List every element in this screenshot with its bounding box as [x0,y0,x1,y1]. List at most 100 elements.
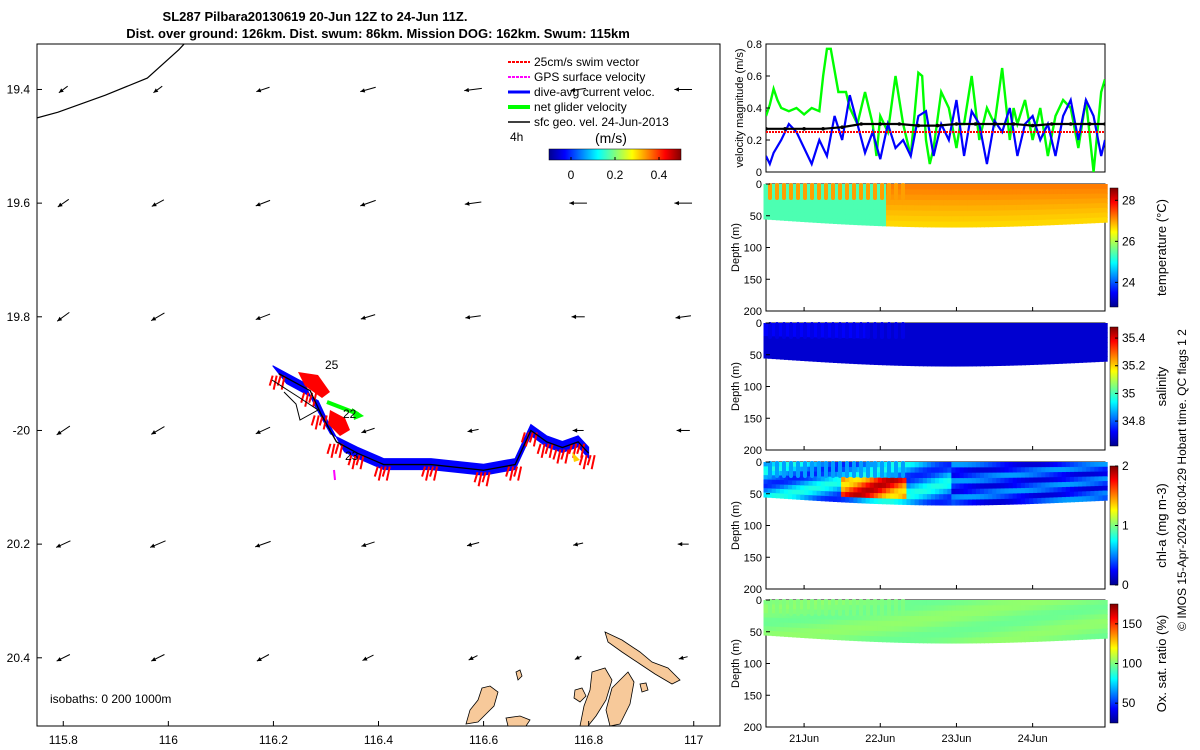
section-cell [898,631,904,638]
section-cell [984,499,990,506]
section-cell [1065,614,1071,621]
section-cell [1049,184,1055,190]
section-cell [1012,488,1018,495]
section-cell [812,337,818,343]
section-cell [910,472,916,479]
island-1 [579,667,613,726]
section-cell [922,600,928,606]
section-cell [1086,198,1092,205]
section-cell [1037,199,1043,206]
section-cell [1082,614,1088,621]
section-cell [1102,193,1108,199]
geo-vector-head [465,315,471,320]
section-cell [812,198,818,204]
section-cell [1000,221,1006,227]
section-cell [788,480,794,486]
section-cell [796,211,802,218]
section-cell [820,495,826,502]
section-cell [788,202,794,208]
section-cell [849,477,855,483]
island-7 [639,682,649,693]
section-cell [1065,486,1071,493]
section-cell [845,338,851,344]
section-cell [779,627,786,633]
section-cell [1053,605,1059,611]
section-cell [841,629,847,636]
section-cell [1004,605,1010,612]
swim-vector [351,454,357,470]
section-cell [1094,495,1100,502]
section-cell [812,466,818,473]
section-cell [1000,194,1006,201]
section-cell [796,494,802,500]
section-cell [975,349,982,356]
section-cell [853,338,859,344]
section-cell [783,604,790,610]
section-cell [1061,219,1067,225]
section-cell [975,200,982,206]
section-cell [992,631,998,638]
section-cell [1098,485,1104,492]
map-y-tick-label: -20 [13,423,31,437]
section-cell [1090,619,1096,625]
section-cell [869,636,875,642]
section-cell [804,614,810,620]
section-cell [800,346,806,352]
section-cell [1053,462,1059,468]
section-cell [988,199,994,206]
section-cell [1028,209,1035,216]
section-cell [832,184,839,190]
section-cell [865,630,871,637]
section-cell [1073,466,1080,473]
section-cell [996,472,1002,479]
section-cell [792,184,798,190]
section-cell [832,213,839,220]
section-cell [845,353,851,359]
section-cell [1045,630,1051,637]
section-cell [963,189,969,196]
section-cell [763,613,769,619]
section-cell [820,466,826,473]
swim-vector [385,466,391,481]
section-cell [963,632,969,639]
section-cell [1077,462,1084,468]
section-cell [792,489,798,495]
section-cell [1020,333,1027,340]
section-cell [975,323,982,329]
section-cell [796,623,802,629]
section-cell [1037,620,1043,627]
section-cell [1073,184,1080,190]
section-cell [783,336,790,342]
section-cell [975,494,982,501]
swim-vector [513,466,519,477]
section-cell [1049,605,1055,611]
section-cell [873,636,879,642]
section-cell [910,344,916,351]
section-cell [1065,208,1071,215]
section-cell [1028,636,1035,643]
section-cell [1073,629,1080,636]
section-cell [1082,193,1088,200]
section-cell [975,360,982,367]
section-cell [1033,209,1039,216]
section-y-tick-label: 50 [750,627,762,639]
section-cell [1077,491,1084,497]
section-cell [918,600,924,606]
section-cell [984,199,990,206]
section-cell [1057,323,1063,329]
section-cell [1012,620,1018,627]
section-cell [828,208,835,214]
section-cell [939,328,945,335]
section-cell [1049,477,1055,483]
section-cell [1065,188,1071,195]
section-cell [1045,610,1051,616]
section-cell [812,481,818,487]
section-cell [886,354,892,361]
section-cell [881,359,888,366]
section-cell [1094,600,1100,606]
section-cell [898,483,904,489]
section-cell [824,476,830,483]
section-cell [1061,348,1067,354]
section-cell [820,486,826,492]
